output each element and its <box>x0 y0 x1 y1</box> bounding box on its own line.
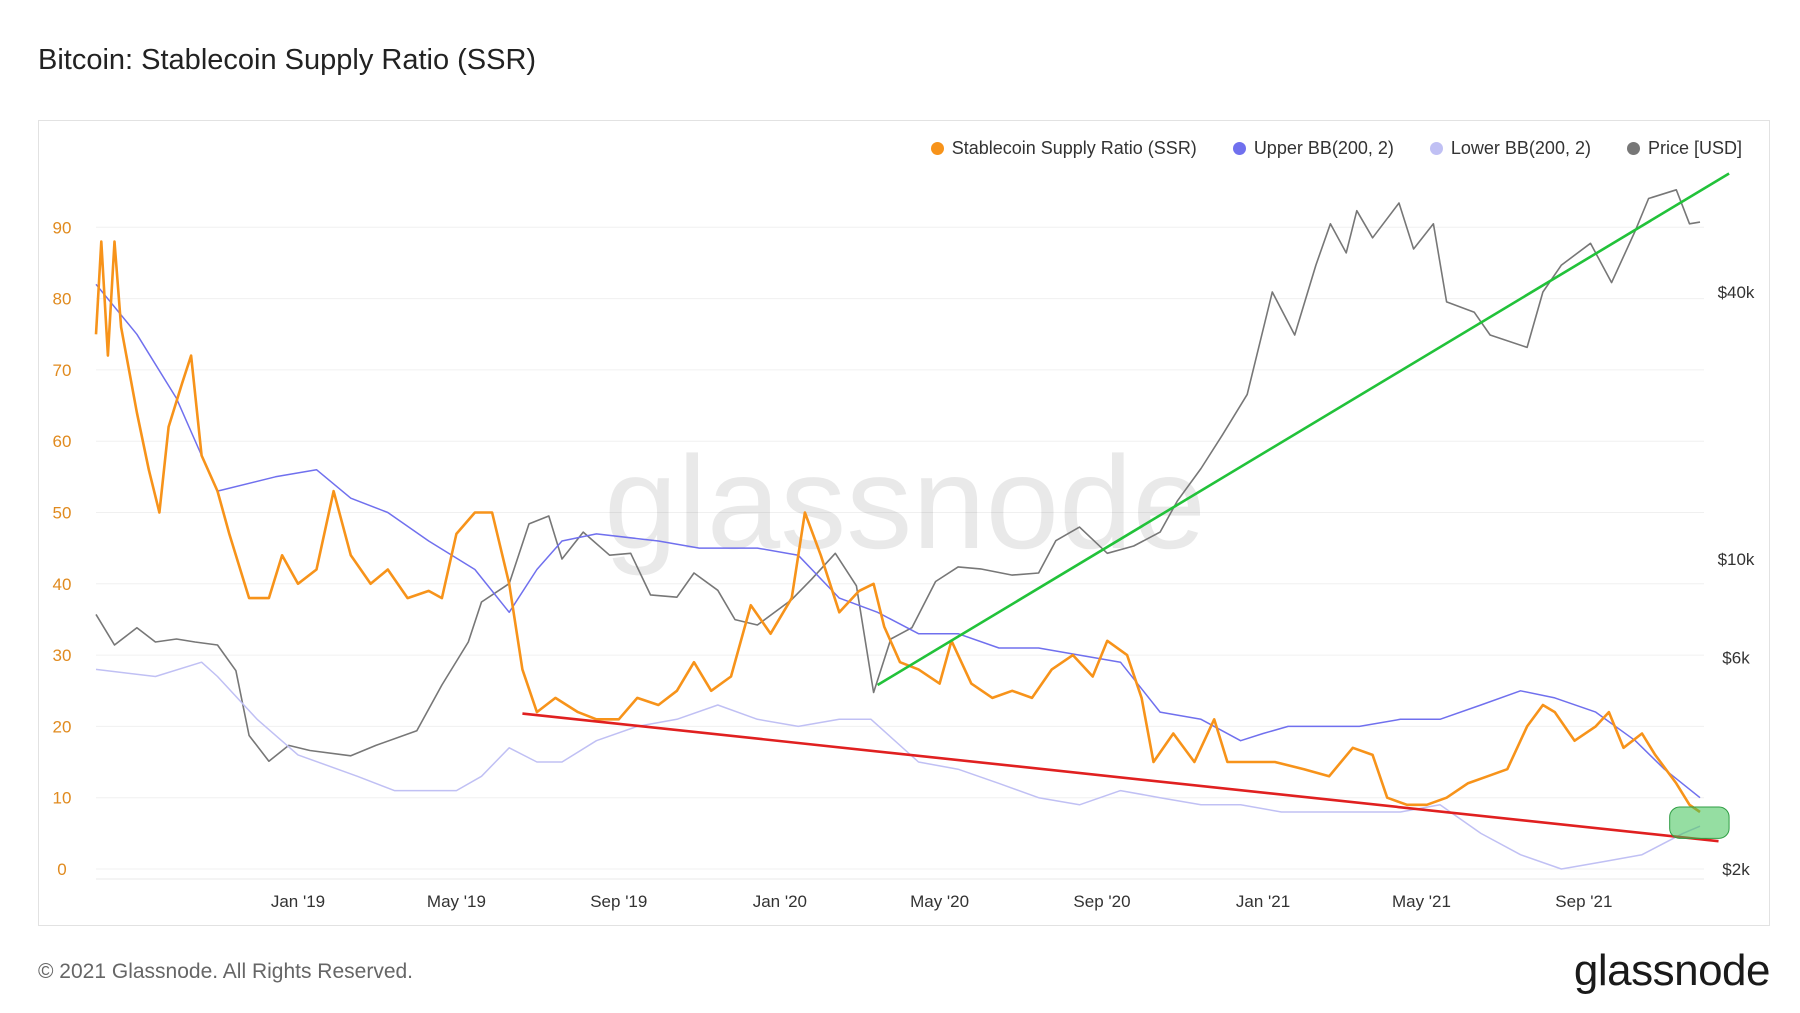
annotation-layer <box>522 172 1730 843</box>
y-left-tick-40: 40 <box>53 575 72 594</box>
x-tick-label: May '21 <box>1392 892 1451 911</box>
y-right-tick-40k: $40k <box>1718 283 1755 302</box>
x-tick-label: Jan '19 <box>271 892 325 911</box>
y-right-tick-10k: $10k <box>1718 550 1755 569</box>
green-trendline <box>876 172 1730 687</box>
highlight-box <box>1669 806 1730 839</box>
x-tick-label: Jan '21 <box>1236 892 1290 911</box>
legend-item-ssr[interactable]: Stablecoin Supply Ratio (SSR) <box>930 138 1197 159</box>
x-tick-label: Jan '20 <box>753 892 807 911</box>
series-layer <box>94 189 1701 870</box>
x-tick-label: May '20 <box>910 892 969 911</box>
chart-title: Bitcoin: Stablecoin Supply Ratio (SSR) <box>38 44 537 76</box>
series-line-upper-bb-200-2 <box>95 283 1701 799</box>
x-tick-label: Sep '20 <box>1073 892 1130 911</box>
legend-label-ssr: Stablecoin Supply Ratio (SSR) <box>951 138 1197 158</box>
axis-labels: 0 10 20 30 40 50 60 70 80 90 $2k $6k $10k $40k Jan '19… <box>53 218 1755 911</box>
grid-lines <box>96 226 1704 880</box>
copyright-footer: © 2021 Glassnode. All Rights Reserved. <box>38 960 414 983</box>
y-right-tick-6k: $6k <box>1722 648 1750 667</box>
chart-frame <box>38 120 1770 926</box>
red-trendline <box>522 712 1719 843</box>
legend-dot-lower-bb <box>1429 142 1443 155</box>
x-tick-label: May '19 <box>427 892 486 911</box>
legend-label-upper-bb: Upper BB(200, 2) <box>1253 138 1394 158</box>
watermark: glassnode <box>604 429 1206 576</box>
legend-dot-ssr <box>930 142 944 155</box>
y-left-tick-60: 60 <box>53 432 72 451</box>
legend-item-upper-bb[interactable]: Upper BB(200, 2) <box>1232 138 1394 159</box>
series-line-stablecoin-supply-ratio-ssr <box>94 240 1701 814</box>
legend-item-lower-bb[interactable]: Lower BB(200, 2) <box>1429 138 1591 159</box>
x-tick-label: Sep '21 <box>1555 892 1612 911</box>
legend-item-price[interactable]: Price [USD] <box>1626 138 1742 159</box>
legend-label-price: Price [USD] <box>1647 138 1742 158</box>
y-left-tick-0: 0 <box>57 860 66 879</box>
series-line-price-usd <box>95 189 1701 762</box>
legend-label-lower-bb: Lower BB(200, 2) <box>1450 138 1591 158</box>
y-left-tick-10: 10 <box>53 789 72 808</box>
x-tick-label: Sep '19 <box>590 892 647 911</box>
series-line-lower-bb-200-2 <box>95 661 1701 870</box>
y-left-tick-80: 80 <box>53 290 72 309</box>
y-left-tick-70: 70 <box>53 361 72 380</box>
y-left-tick-30: 30 <box>53 646 72 665</box>
legend-dot-upper-bb <box>1232 142 1246 155</box>
y-left-tick-90: 90 <box>53 218 72 237</box>
legend-dot-price <box>1626 142 1640 155</box>
chart-legend: Stablecoin Supply Ratio (SSR) Upper BB(2… <box>930 138 1742 159</box>
y-left-tick-20: 20 <box>53 717 72 736</box>
y-right-tick-2k: $2k <box>1722 860 1750 879</box>
brand-logo[interactable]: glassnode <box>1573 946 1771 995</box>
y-left-tick-50: 50 <box>53 504 72 523</box>
